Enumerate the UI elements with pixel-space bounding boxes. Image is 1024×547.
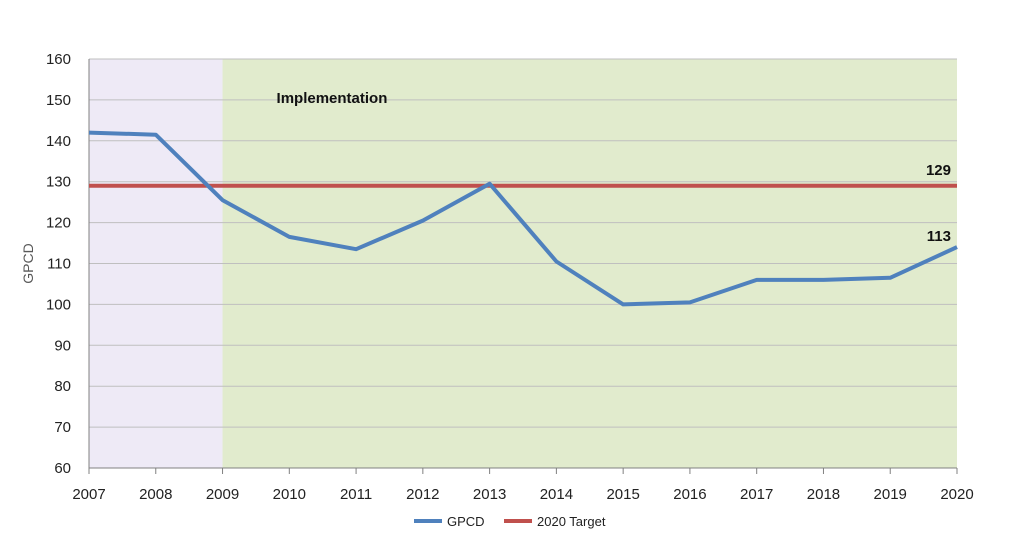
- y-tick-label: 160: [46, 51, 71, 68]
- gridlines: [89, 58, 957, 428]
- legend-label-2020-target: 2020 Target: [537, 514, 606, 529]
- chart-labels: Implementation 129 113: [277, 90, 951, 245]
- y-tick-label: 90: [54, 337, 71, 354]
- x-tick-label: 2020: [940, 486, 973, 503]
- legend: GPCD 2020 Target: [414, 514, 606, 529]
- region-label: Implementation: [277, 90, 388, 107]
- y-tick-label: 80: [54, 378, 71, 395]
- y-tick-label: 70: [54, 419, 71, 436]
- x-tick-label: 2013: [473, 486, 506, 503]
- x-tick-label: 2018: [807, 486, 840, 503]
- y-tick-label: 100: [46, 296, 71, 313]
- x-tick-label: 2019: [874, 486, 907, 503]
- y-tick-label: 140: [46, 133, 71, 150]
- y-tick-label: 110: [47, 256, 71, 273]
- y-axis-title: GPCD: [20, 243, 36, 283]
- x-tick-label: 2010: [273, 486, 306, 503]
- x-tick-label: 2012: [406, 486, 439, 503]
- y-tick-label: 150: [46, 92, 71, 109]
- value-label-113: 113: [927, 228, 951, 245]
- x-tick-label: 2008: [139, 486, 172, 503]
- value-label-129: 129: [926, 162, 951, 179]
- x-tick-label: 2016: [673, 486, 706, 503]
- y-tick-label: 130: [46, 174, 71, 191]
- x-tick-label: 2015: [606, 486, 639, 503]
- x-tick-label: 2007: [72, 486, 105, 503]
- axes: 60 70 80 90 100 110 120 130 140 150 160 2007 2008 200…: [20, 51, 974, 503]
- series-lines: [88, 130, 958, 307]
- series-line-gpcd: [88, 130, 958, 307]
- x-tick-label: 2009: [206, 486, 239, 503]
- y-tick-label: 60: [54, 460, 71, 477]
- legend-label-gpcd: GPCD: [447, 514, 485, 529]
- y-tick-label: 120: [46, 215, 71, 232]
- x-tick-label: 2017: [740, 486, 773, 503]
- x-tick-label: 2014: [540, 486, 573, 503]
- x-tick-label: 2011: [340, 486, 372, 503]
